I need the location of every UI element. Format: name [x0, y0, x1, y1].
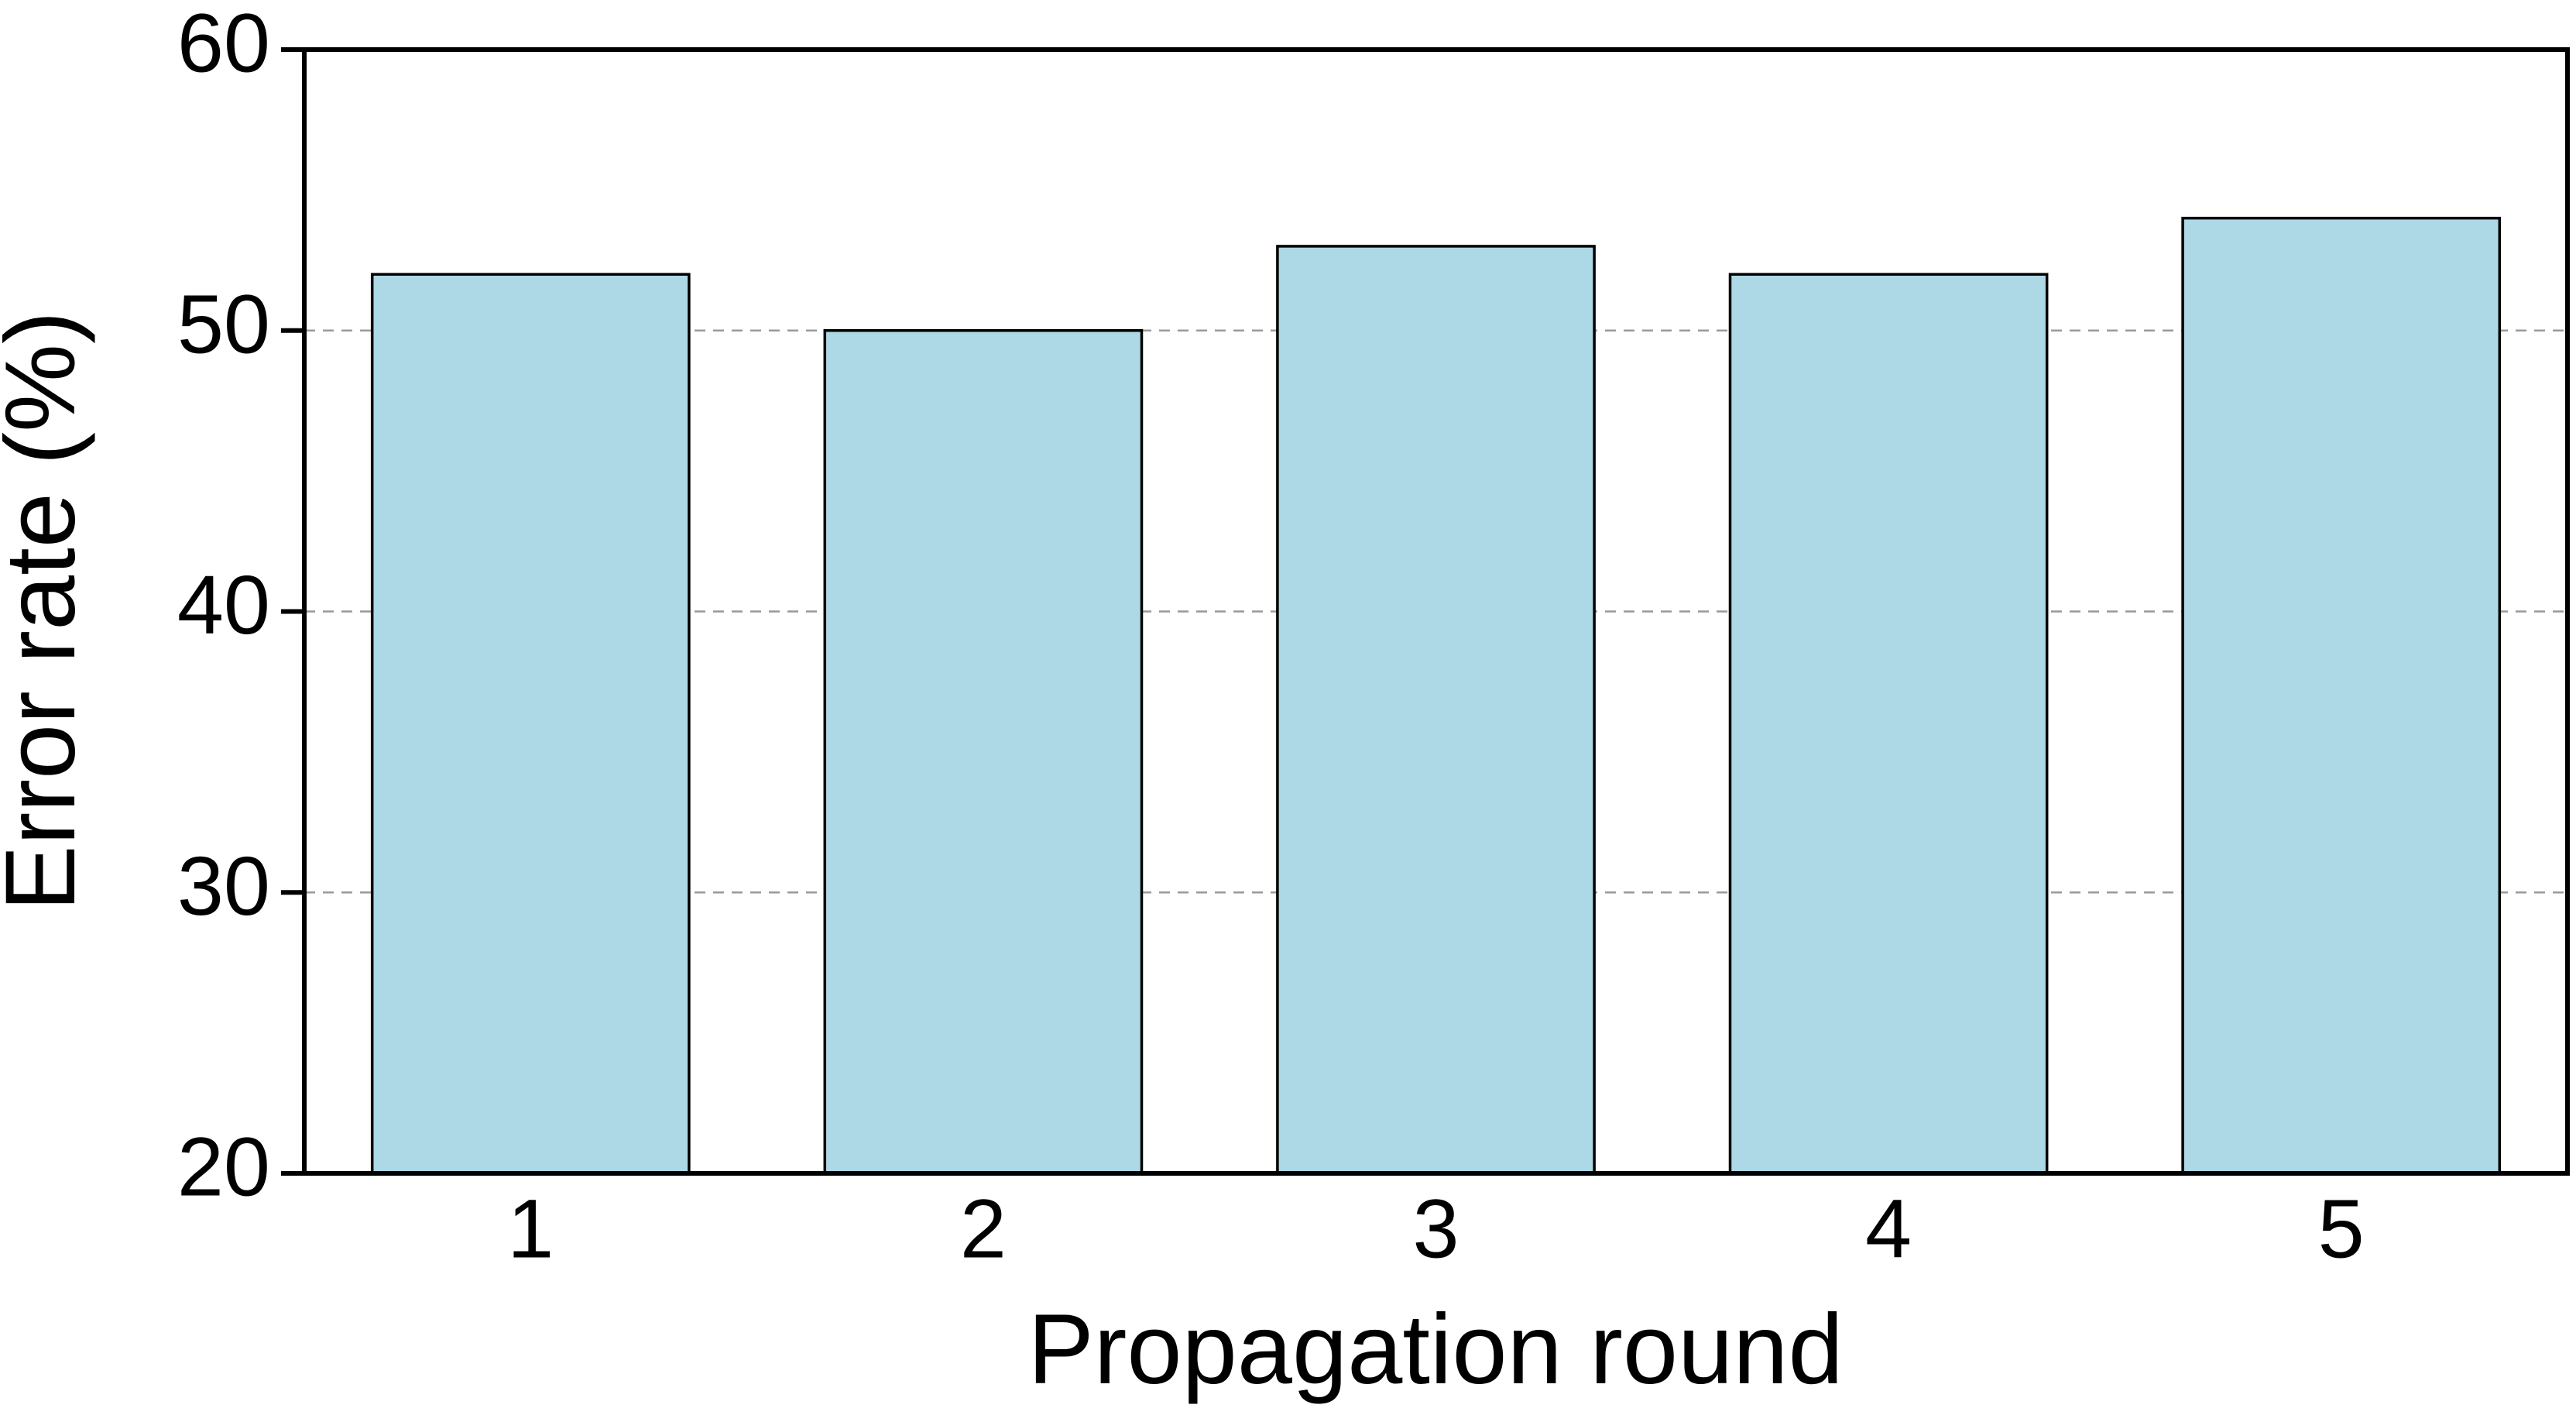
bar	[1276, 245, 1596, 1175]
bar	[823, 329, 1144, 1175]
y-tick-label: 50	[177, 276, 270, 370]
x-tick-label: 3	[1412, 1182, 1459, 1276]
y-tick-label: 40	[177, 558, 270, 651]
bar	[1728, 273, 2049, 1175]
y-axis-label: Error rate (%)	[0, 311, 96, 911]
y-tick-label: 20	[177, 1120, 270, 1214]
x-axis-label: Propagation round	[1027, 1294, 1843, 1405]
x-tick-label: 2	[960, 1182, 1007, 1276]
y-tick-label: 60	[177, 0, 270, 90]
x-tick-label: 4	[1865, 1182, 1912, 1276]
y-tick-label: 30	[177, 839, 270, 933]
bar	[370, 273, 691, 1175]
bar-layer	[370, 216, 2502, 1175]
x-tick-label: 5	[2318, 1182, 2365, 1276]
bar	[2181, 216, 2502, 1175]
label-layer: 20 30 40 50 60 1 2 3 4 5	[177, 0, 2365, 1276]
x-tick-label: 1	[507, 1182, 554, 1276]
